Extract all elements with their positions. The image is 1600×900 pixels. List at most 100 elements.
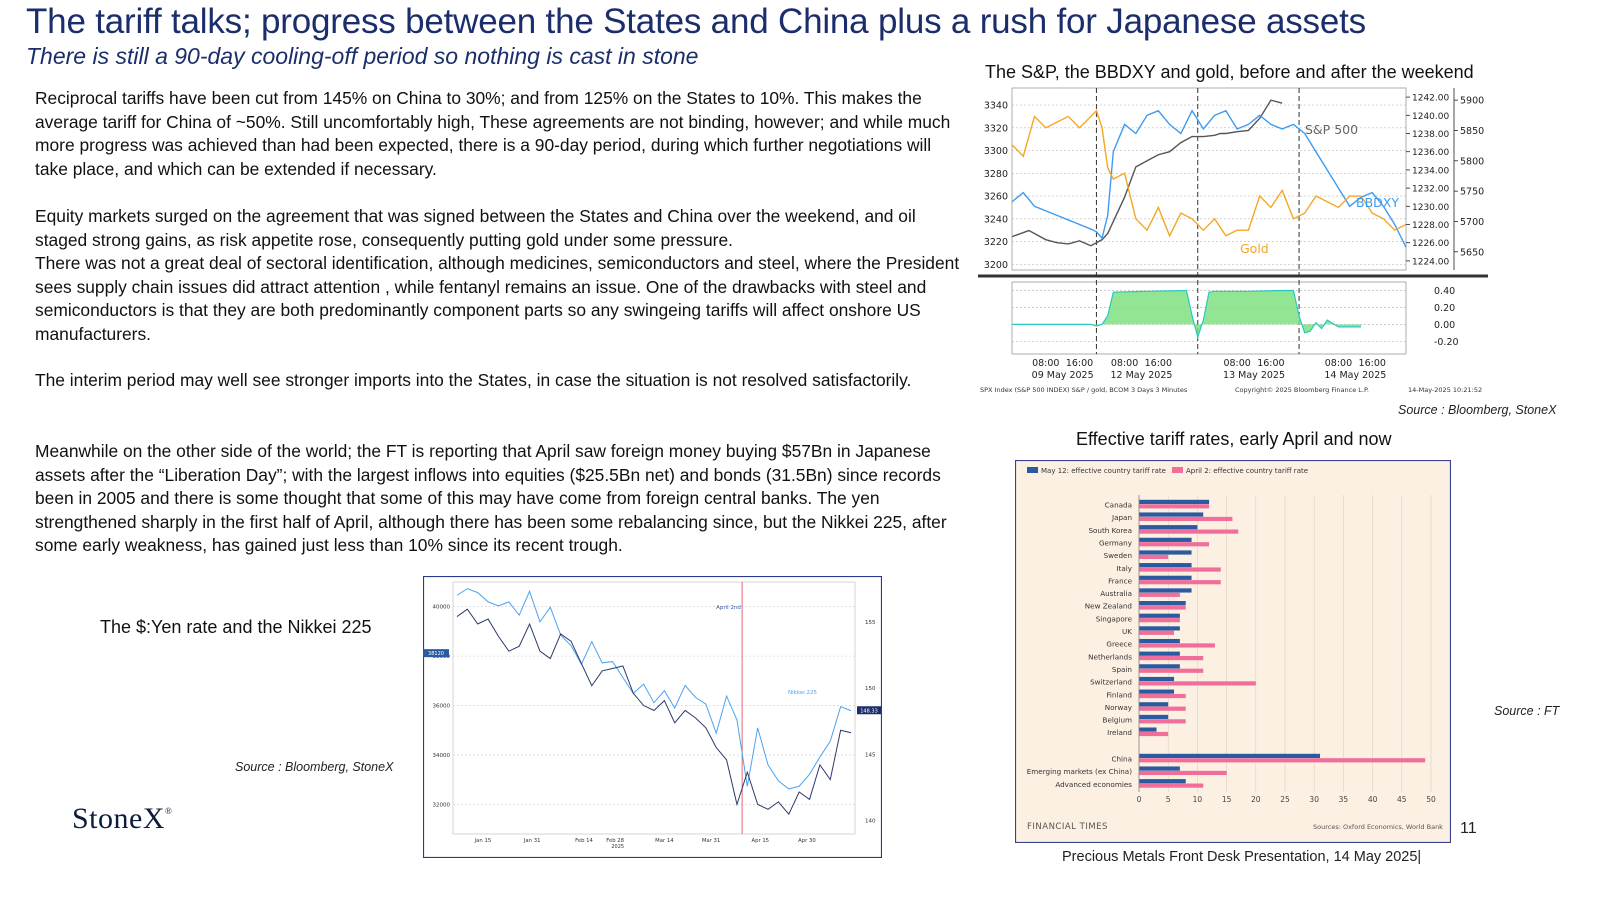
ft-bar-may12 [1139,727,1157,732]
sp-x-date-label: 14 May 2025 [1324,370,1386,381]
paragraph-interim-period: The interim period may well see stronger… [35,370,912,390]
sp-left-tick-label: 3200 [984,260,1008,271]
yen-chart-source: Source : Bloomberg, StoneX [235,760,394,774]
ft-bar-may12 [1139,702,1169,707]
ft-bar-may12 [1139,664,1180,669]
ft-bar-apr2 [1139,630,1175,635]
ft-bar-may12 [1139,689,1175,694]
ft-x-tick-label: 15 [1222,795,1232,804]
sp-label-bbdxy: BBDXY [1356,195,1399,210]
ft-category-label: Italy [1116,564,1132,573]
tariff-rates-chart: May 12: effective country tariff rate Apr… [1014,459,1452,844]
yen-left-tick-label: 40000 [433,605,451,611]
sp-right-tick-label: 5900 [1460,96,1484,107]
sp-x-tick-label: 08:00 [1111,358,1138,369]
yen-x-year-label: 2025 [611,844,624,850]
ft-legend-label-may12: May 12: effective country tariff rate [1041,467,1166,475]
ft-x-tick-label: 40 [1368,795,1378,804]
ft-bar-apr2 [1139,529,1239,534]
sp-mid-tick-label: 1238.00 [1412,130,1449,140]
ft-category-label: Australia [1100,589,1132,598]
yen-right-tick-label: 155 [865,620,876,626]
ft-bar-may12 [1139,638,1180,644]
ft-x-tick-label: 30 [1309,795,1319,804]
page-number: 11 [1460,820,1477,837]
ft-bar-apr2 [1139,516,1233,522]
sp-sub-area-fill [1012,290,1361,338]
ft-bar-apr2 [1139,504,1210,509]
paragraph-equity-markets-b: There was not a great deal of sectoral i… [35,253,960,344]
sp-x-date-label: 09 May 2025 [1032,370,1094,381]
ft-category-label: Germany [1099,538,1133,547]
sp-series-s-p-500 [1011,99,1283,247]
ft-category-label: China [1111,755,1132,764]
sp-left-tick-label: 3260 [984,192,1008,203]
sp-sub-tick-label: 0.40 [1434,286,1455,297]
ft-bar-may12 [1139,676,1175,682]
sp-right-tick-label: 5850 [1460,126,1484,137]
ft-category-label: Netherlands [1088,652,1132,661]
ft-bar-may12 [1139,753,1321,758]
ft-bar-may12 [1139,714,1169,720]
ft-bar-apr2 [1139,618,1180,623]
ft-bar-may12 [1139,512,1204,517]
sp-footnote-timestamp: 14-May-2025 10:21:52 [1408,386,1482,394]
ft-x-tick-label: 0 [1137,795,1142,804]
sp-left-tick-label: 3300 [984,146,1008,157]
sp-left-tick-label: 3320 [984,123,1008,134]
sp-mid-tick-label: 1232.00 [1412,185,1449,195]
yen-right-tick-label: 150 [865,686,876,692]
ft-bar-apr2 [1139,605,1186,610]
page-title: The tariff talks; progress between the S… [26,2,1366,41]
yen-chart-svg: 3200034000360003800040000140145150155Apr… [422,575,883,859]
ft-category-label: Advanced economies [1055,780,1132,789]
footer-text: Precious Metals Front Desk Presentation,… [1062,849,1422,865]
sp-mid-tick-label: 1242.00 [1412,94,1449,104]
ft-bar-may12 [1139,575,1192,580]
yen-x-tick-label: Feb 14 [575,838,593,844]
ft-bar-apr2 [1139,656,1204,661]
ft-x-tick-label: 5 [1166,795,1171,804]
yen-x-tick-label: Jan 15 [474,838,492,844]
ft-bar-may12 [1139,601,1186,606]
ft-category-label: Greece [1106,640,1132,649]
ft-bar-apr2 [1139,643,1215,648]
ft-category-label: Switzerland [1090,678,1132,687]
registered-mark: ® [165,806,173,816]
sp-left-tick-label: 3240 [984,214,1008,225]
sp-sub-tick-label: -0.20 [1434,337,1459,348]
sp-right-tick-label: 5650 [1460,247,1484,258]
sp-left-tick-label: 3220 [984,237,1008,248]
ft-category-label: Emerging markets (ex China) [1027,767,1132,776]
ft-legend-label-apr2: April 2: effective country tariff rate [1186,467,1308,475]
sp-chart-svg: 3200 3220 3240 3260 3280 3300 3320 3340 1224.00 1… [978,87,1488,394]
yen-label-nikkei: Nikkei 225 [788,690,817,696]
ft-bar-may12 [1139,613,1180,618]
ft-x-tick-label: 25 [1280,795,1290,804]
yen-label-april: April 2nd [716,605,741,611]
sp-right-tick-label: 5700 [1460,217,1484,228]
paragraph-tariff-cuts: Reciprocal tariffs have been cut from 14… [35,88,951,179]
ft-bar-may12 [1139,550,1192,555]
ft-bar-may12 [1139,766,1180,771]
ft-category-label: Finland [1106,690,1132,699]
sp-label-gold: Gold [1240,241,1269,256]
yen-x-tick-label: Apr 30 [798,838,816,844]
yen-plot-area [452,581,856,835]
ft-bar-may12 [1139,537,1192,542]
yen-right-last-value-tag [857,706,881,715]
ft-category-label: Spain [1112,665,1132,674]
sp-x-date-label: 12 May 2025 [1110,370,1172,381]
ft-bar-apr2 [1139,719,1186,724]
ft-category-label: Japan [1111,513,1132,522]
yen-left-tick-label: 34000 [433,753,451,759]
stonex-logo: StoneX® [72,802,173,835]
ft-bar-may12 [1139,499,1210,504]
sp-left-tick-label: 3340 [984,101,1008,112]
sp-x-tick-label: 08:00 [1325,358,1352,369]
ft-bar-apr2 [1139,681,1256,686]
yen-right-tick-label: 140 [865,819,876,825]
yen-x-tick-label: Apr 15 [751,838,769,844]
ft-bar-apr2 [1139,567,1221,572]
ft-category-label: Ireland [1107,728,1132,737]
